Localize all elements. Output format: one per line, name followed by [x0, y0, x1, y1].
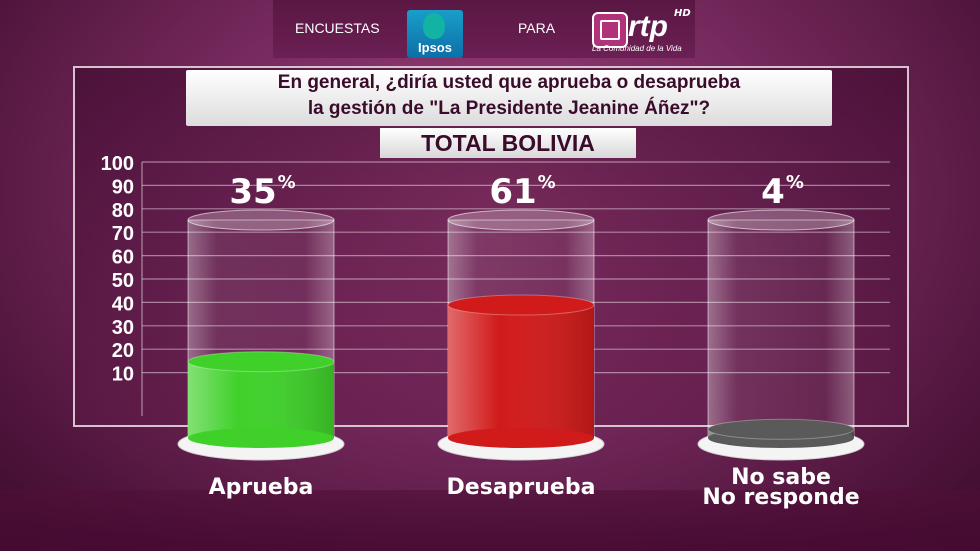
bar-shine: [448, 305, 594, 438]
bar-liquid-top: [187, 351, 335, 373]
bottom-band: [0, 490, 980, 551]
y-tick-label: 100: [101, 153, 134, 175]
y-tick-label: 50: [112, 270, 134, 292]
bar-tube-top: [447, 209, 595, 231]
header-para-label: PARA: [518, 20, 556, 36]
bar-value-suffix: %: [278, 172, 296, 193]
bar-value-label: 4: [761, 172, 785, 212]
bar-bottom: [448, 428, 594, 448]
bar-tube-top: [187, 209, 335, 231]
y-tick-label: 70: [112, 223, 134, 245]
bar-value-label: 61: [489, 172, 536, 212]
y-tick-label: 20: [112, 340, 134, 362]
chart-question: En general, ¿diría usted que aprueba o d…: [186, 70, 832, 126]
chart-question-line2: la gestión de "La Presidente Jeanine Áñe…: [307, 98, 711, 119]
bar-tube: [707, 219, 855, 439]
bar-bottom: [188, 428, 334, 448]
bar-value-label: 35: [229, 172, 276, 212]
x-category-label: No sabe: [731, 465, 831, 490]
ipsos-logo: Ipsos: [407, 10, 463, 58]
y-tick-label: 40: [112, 293, 134, 315]
bar-liquid-top: [447, 294, 595, 316]
x-category-label: No responde: [702, 485, 859, 510]
y-tick-label: 80: [112, 200, 134, 222]
rtp-logo-text: rtp: [628, 10, 668, 43]
bar-liquid-top: [707, 418, 855, 440]
bar-group: 35 % Aprueba: [177, 172, 345, 500]
bar-group: 61 % Desaprueba: [437, 172, 605, 500]
y-tick-label: 90: [112, 176, 134, 198]
bar-value-suffix: %: [538, 172, 556, 193]
rtp-hd-label: HD: [674, 8, 691, 19]
chart-question-line1: En general, ¿diría usted que aprueba o d…: [277, 72, 741, 93]
y-tick-label: 30: [112, 317, 134, 339]
header-encuestas-label: ENCUESTAS: [295, 20, 380, 36]
chart-subtitle: TOTAL BOLIVIA: [380, 128, 636, 158]
rtp-badge-icon: [592, 12, 628, 48]
bar-value-suffix: %: [786, 172, 804, 193]
x-category-label: Desaprueba: [447, 475, 596, 500]
x-category-label: Aprueba: [209, 475, 314, 500]
y-tick-label: 60: [112, 247, 134, 269]
bar-tube-top: [707, 209, 855, 231]
rtp-logo: rtp HD La Comunidad de la Vida: [592, 8, 702, 58]
rtp-slogan: La Comunidad de la Vida: [592, 44, 682, 53]
y-tick-label: 10: [112, 364, 134, 386]
ipsos-logo-text: Ipsos: [418, 40, 452, 55]
ipsos-head-icon: [423, 13, 445, 39]
bar-shine: [188, 361, 334, 438]
